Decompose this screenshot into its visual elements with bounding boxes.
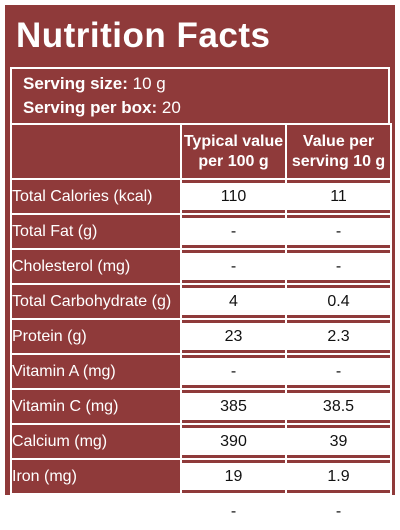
per-serving-cell: -: [285, 213, 392, 250]
per-100g-cell: 23: [180, 318, 287, 355]
serving-per-box-label: Serving per box:: [23, 98, 158, 117]
per-serving-cell: 2.3: [285, 318, 392, 355]
table-row: Cholesterol (mg) - -: [10, 248, 392, 285]
per-serving-cell: 11: [285, 178, 392, 215]
serving-per-box-line: Serving per box: 20: [23, 96, 388, 120]
per-100g-value: -: [182, 253, 285, 280]
table-row: Total Calories (kcal) 110 11: [10, 178, 392, 215]
header-per-serving-line1: Value per: [302, 132, 375, 150]
per-100g-cell: -: [180, 493, 287, 530]
table-row: Total Carbohydrate (g) 4 0.4: [10, 283, 392, 320]
table-row: Sodium (mg) - -: [10, 493, 392, 530]
per-100g-cell: -: [180, 248, 287, 285]
per-100g-cell: 110: [180, 178, 287, 215]
per-serving-cell: -: [285, 493, 392, 530]
per-100g-value: -: [182, 218, 285, 245]
nutrient-name: Sodium (mg): [10, 493, 182, 530]
nutrient-name: Vitamin A (mg): [10, 353, 182, 390]
per-100g-cell: -: [180, 353, 287, 390]
table-row: Iron (mg) 19 1.9: [10, 458, 392, 495]
per-100g-value: -: [182, 358, 285, 385]
nutrient-name: Protein (g): [10, 318, 182, 355]
per-100g-value: 4: [182, 288, 285, 315]
per-serving-cell: -: [285, 353, 392, 390]
header-per-100g-line1: Typical value: [183, 132, 284, 150]
per-100g-cell: 4: [180, 283, 287, 320]
per-serving-cell: 39: [285, 423, 392, 460]
nutrient-name: Total Fat (g): [10, 213, 182, 250]
table-row: Total Fat (g) - -: [10, 213, 392, 250]
per-serving-cell: -: [285, 248, 392, 285]
header-per-serving: Value per serving 10 g: [285, 123, 392, 180]
nutrient-name: Total Calories (kcal): [10, 178, 182, 215]
per-serving-value: 38.5: [287, 393, 390, 420]
per-100g-cell: 385: [180, 388, 287, 425]
nutrient-name: Cholesterol (mg): [10, 248, 182, 285]
per-serving-value: 0.4: [287, 288, 390, 315]
header-blank-cell: [10, 123, 182, 180]
nutrition-table: Typical value per 100 g Value per servin…: [10, 123, 392, 530]
nutrient-name: Calcium (mg): [10, 423, 182, 460]
nutrition-facts-panel: Nutrition Facts Serving size: 10 g Servi…: [5, 5, 395, 530]
table-row: Vitamin C (mg) 385 38.5: [10, 388, 392, 425]
per-100g-value: 110: [182, 183, 285, 210]
serving-size-label: Serving size:: [23, 74, 128, 93]
per-100g-cell: 19: [180, 458, 287, 495]
nutrient-name: Iron (mg): [10, 458, 182, 495]
table-header-row: Typical value per 100 g Value per servin…: [10, 123, 392, 180]
per-serving-value: -: [287, 253, 390, 280]
nutrient-name: Total Carbohydrate (g): [10, 283, 182, 320]
per-serving-value: -: [287, 218, 390, 245]
nutrient-name: Vitamin C (mg): [10, 388, 182, 425]
table-row: Protein (g) 23 2.3: [10, 318, 392, 355]
per-100g-cell: -: [180, 213, 287, 250]
per-100g-value: 23: [182, 323, 285, 350]
per-serving-value: 39: [287, 428, 390, 455]
serving-size-value: 10 g: [132, 74, 166, 93]
serving-size-line: Serving size: 10 g: [23, 72, 388, 96]
per-100g-value: 19: [182, 463, 285, 490]
serving-info: Serving size: 10 g Serving per box: 20: [10, 67, 390, 123]
header-per-100g-line2: per 100 g: [198, 152, 269, 170]
per-serving-cell: 0.4: [285, 283, 392, 320]
per-100g-cell: 390: [180, 423, 287, 460]
per-100g-value: -: [182, 498, 285, 525]
per-100g-value: 385: [182, 393, 285, 420]
page-title: Nutrition Facts: [16, 16, 271, 55]
per-serving-cell: 38.5: [285, 388, 392, 425]
per-serving-value: 11: [287, 183, 390, 210]
per-serving-value: -: [287, 498, 390, 525]
table-row: Calcium (mg) 390 39: [10, 423, 392, 460]
serving-per-box-value: 20: [161, 98, 181, 117]
per-serving-value: 1.9: [287, 463, 390, 490]
table-row: Vitamin A (mg) - -: [10, 353, 392, 390]
per-serving-value: 2.3: [287, 323, 390, 350]
header-per-100g: Typical value per 100 g: [180, 123, 287, 180]
header-per-serving-line2: serving 10 g: [291, 152, 386, 170]
per-serving-cell: 1.9: [285, 458, 392, 495]
per-serving-value: -: [287, 358, 390, 385]
per-100g-value: 390: [182, 428, 285, 455]
